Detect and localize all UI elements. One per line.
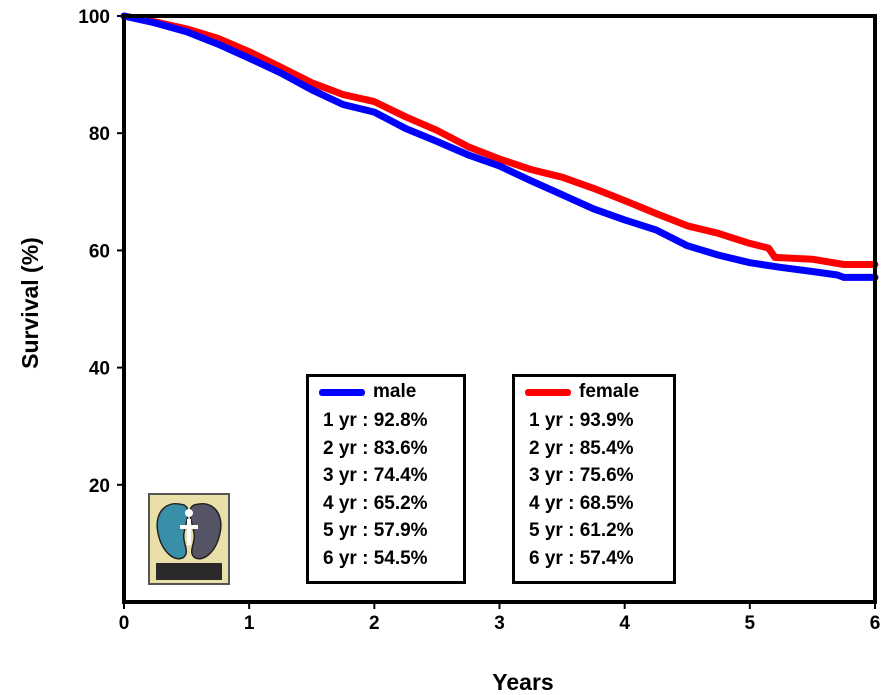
kidney-icon <box>156 502 222 560</box>
x-tick-label: 2 <box>369 613 380 634</box>
male-survival-3yr: 3 yr : 74.4% <box>323 465 428 486</box>
male-legend-box: male 1 yr : 92.8% 2 yr : 83.6% 3 yr : 74… <box>306 374 466 584</box>
female-survival-line <box>120 12 879 268</box>
female-legend-entry: female <box>525 377 673 407</box>
male-legend-swatch <box>319 388 365 396</box>
female-survival-3yr: 3 yr : 75.6% <box>529 465 634 486</box>
y-tick-label: 60 <box>89 241 110 262</box>
y-tick-label: 100 <box>78 7 110 28</box>
y-tick-label: 80 <box>89 124 110 145</box>
y-tick-label: 40 <box>89 359 110 380</box>
female-survival-5yr: 5 yr : 61.2% <box>529 520 634 541</box>
x-tick-label: 3 <box>494 613 505 634</box>
female-legend-label: female <box>579 381 640 402</box>
female-legend-box: female 1 yr : 93.9% 2 yr : 85.4% 3 yr : … <box>512 374 676 584</box>
x-tick-label: 0 <box>119 613 130 634</box>
female-survival-1yr: 1 yr : 93.9% <box>529 410 634 431</box>
korean-esrd-registry-logo <box>148 493 230 585</box>
female-legend-swatch <box>525 388 571 396</box>
x-tick-label: 1 <box>244 613 255 634</box>
female-survival-6yr: 6 yr : 57.4% <box>529 547 634 569</box>
male-survival-line <box>120 12 879 281</box>
male-survival-5yr: 5 yr : 57.9% <box>323 520 428 541</box>
y-tick-label: 20 <box>89 476 110 497</box>
x-tick-label: 4 <box>619 613 630 634</box>
x-axis-title: Years <box>492 669 553 695</box>
male-survival-6yr: 6 yr : 54.5% <box>323 547 428 569</box>
y-axis-title: Survival (%) <box>17 237 43 369</box>
male-survival-1yr: 1 yr : 92.8% <box>323 410 428 431</box>
plot-frame <box>122 14 877 604</box>
x-tick-label: 6 <box>870 613 881 634</box>
x-tick-label: 5 <box>745 613 756 634</box>
male-survival-2yr: 2 yr : 83.6% <box>323 437 428 459</box>
male-survival-4yr: 4 yr : 65.2% <box>323 492 428 514</box>
male-legend-label: male <box>373 381 417 402</box>
male-legend-entry: male <box>319 377 463 407</box>
logo-text-band <box>156 563 222 580</box>
female-survival-4yr: 4 yr : 68.5% <box>529 492 634 514</box>
female-survival-2yr: 2 yr : 85.4% <box>529 437 634 459</box>
